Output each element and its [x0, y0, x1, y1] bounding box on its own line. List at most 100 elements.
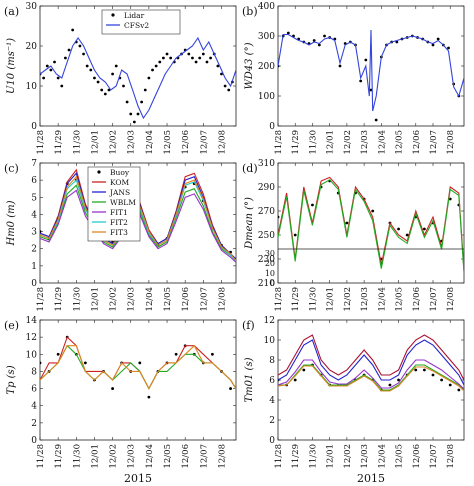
y-axis-label: Tm01 (s) [244, 357, 255, 402]
x-tick-label: 12/02 [109, 287, 119, 312]
data-point-lidar [56, 76, 60, 80]
axes-frame [277, 5, 465, 127]
y-tick-label: 8 [31, 367, 37, 377]
data-point-lidar [205, 60, 209, 64]
data-point-lidar [125, 100, 129, 104]
panel-label: (a) [4, 5, 19, 18]
x-tick-label: 12/05 [163, 287, 173, 312]
y-tick-label: 300 [258, 32, 275, 42]
y-tick-label: 200 [258, 62, 275, 72]
x-tick-label: 11/30 [308, 130, 318, 155]
data-point-buoy [40, 230, 42, 233]
data-point-buoy [211, 352, 214, 356]
x-tick-label: 12/01 [326, 130, 336, 155]
x-tick-label: 12/03 [360, 130, 370, 155]
data-point-buoy [397, 227, 400, 231]
data-point-buoy [302, 368, 306, 372]
data-point-lidar [147, 76, 151, 80]
y-tick-label: 14 [26, 316, 38, 326]
legend-box [101, 9, 181, 35]
data-point-buoy [56, 352, 60, 356]
x-tick-label: 12/07 [199, 287, 209, 312]
data-point-lidar [93, 76, 96, 80]
panel-label: (e) [4, 319, 19, 332]
data-point-buoy [345, 221, 349, 225]
data-point-lidar [395, 40, 399, 44]
data-point-lidar [194, 60, 198, 64]
x-tick-label: 12/03 [127, 130, 137, 155]
y-tick-label: 0 [269, 122, 275, 132]
y-tick-label: 8 [269, 356, 275, 366]
x-tick-label: 12/08 [446, 287, 456, 312]
data-point-lidar [89, 68, 93, 72]
data-point-buoy [448, 197, 452, 201]
data-point-lidar [187, 52, 191, 56]
x-tick-label: 12/04 [145, 130, 155, 155]
data-point-lidar [216, 64, 220, 68]
x-tick-label: 12/03 [360, 444, 370, 469]
data-point-lidar [374, 118, 378, 122]
panel-f: 0 2 4 6 8 10 12 11/28 11/29 11/30 12/01 12/02 12/03 1… [242, 316, 465, 485]
data-point-lidar [364, 58, 368, 62]
panel-e: 0 2 4 6 8 10 12 14 11/28 11/29 11/30 12/01 12/02 12/0… [4, 316, 237, 485]
series-line-cfsv2 [40, 36, 236, 120]
axes-frame [39, 5, 237, 127]
data-point-buoy [278, 215, 280, 219]
legend-label: Lidar [124, 11, 145, 20]
data-point-lidar [227, 88, 231, 92]
x-tick-label: 12/04 [377, 444, 387, 469]
data-point-lidar [158, 60, 162, 64]
legend-label: JANS [109, 188, 130, 197]
data-point-buoy [388, 383, 392, 387]
x-tick-label: 11/30 [72, 130, 82, 155]
x-tick-label: 11/30 [72, 287, 82, 312]
x-tick-label: 11/29 [291, 287, 301, 312]
y-tick-label: 6 [31, 176, 37, 186]
series-line-cfsv2 [278, 29, 464, 112]
data-point-lidar [132, 120, 136, 124]
data-point-lidar [317, 43, 321, 47]
y-tick-label: 290 [258, 183, 275, 193]
data-point-lidar [165, 52, 169, 56]
data-point-lidar [82, 52, 85, 56]
x-tick-label: 12/08 [446, 444, 456, 469]
x-tick-label: 12/04 [145, 444, 155, 469]
data-point-buoy [147, 395, 151, 399]
data-point-buoy [138, 361, 142, 365]
y-tick-label: 2 [269, 416, 275, 426]
x-tick-label: 12/03 [360, 287, 370, 312]
x-tick-label: 11/29 [54, 130, 64, 155]
x-tick-label: 12/07 [199, 130, 209, 155]
data-point-lidar [323, 34, 326, 38]
x-tick-label: 12/03 [127, 287, 137, 312]
legend-box [87, 166, 141, 242]
data-point-lidar [111, 72, 114, 76]
y-tick-label: 10 [264, 336, 276, 346]
data-point-lidar [436, 37, 440, 41]
x-tick-label: 12/06 [181, 287, 191, 312]
y-axis-label: WD43 (°) [244, 42, 255, 89]
data-point-lidar [151, 68, 154, 72]
data-point-lidar [67, 48, 71, 52]
y-tick-label: 0 [31, 279, 37, 289]
x-tick-label: 11/28 [274, 287, 284, 312]
data-point-buoy [414, 368, 418, 372]
panel-c: 0 1 2 3 4 5 6 7 11/28 11/29 11/30 12/01 12/02 12/03 12… [4, 159, 237, 312]
axes-frame [39, 162, 237, 284]
y-axis-label: Dmean (°) [244, 197, 255, 250]
plot-area [278, 29, 464, 122]
y-tick-label: 12 [26, 333, 37, 343]
y-tick-label: 250 [258, 231, 275, 241]
data-point-buoy [457, 388, 461, 392]
panel-b: 0 100 200 300 400 11/28 11/29 11/30 12/01 12/02 12… [242, 2, 465, 155]
series-line-wblm [40, 344, 236, 390]
y-tick-label: 270 [258, 207, 275, 217]
data-point-buoy [397, 378, 400, 382]
panel-label: (f) [242, 319, 255, 332]
x-tick-label: 11/29 [54, 444, 64, 469]
x-tick-label: 12/07 [429, 444, 439, 469]
x-tick-label: 11/30 [308, 287, 318, 312]
x-tick-label: 12/05 [163, 130, 173, 155]
y-tick-label: 6 [31, 385, 37, 395]
